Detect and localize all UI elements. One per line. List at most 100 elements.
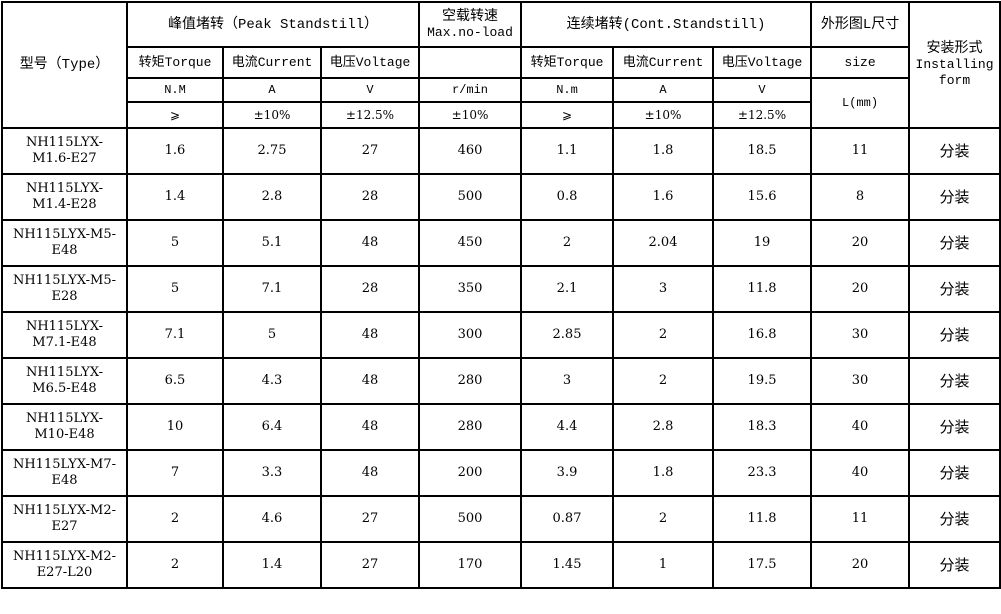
cell-peak-current: 4.6: [222, 495, 322, 543]
cell-cont-current: 1.8: [612, 449, 715, 497]
model-type1: NH115LYX-: [25, 135, 104, 150]
cell-peak-torque: 5: [126, 219, 224, 267]
cell-speed: 170: [418, 541, 523, 589]
model-type2: M10-E48: [34, 427, 95, 442]
cell-size: 40: [810, 403, 911, 451]
cell-cont-voltage: 19: [712, 219, 813, 267]
table-row: NH115LYX- M6.5-E48 6.5 4.3 48 280 3 2 19.5 30 分装: [1, 357, 1001, 405]
cell-cont-torque: 0.8: [520, 173, 615, 221]
cell-speed: 200: [418, 449, 523, 497]
cell-peak-current: 5: [222, 311, 322, 359]
cell-speed: 300: [418, 311, 523, 359]
model-type2: E28: [51, 289, 78, 304]
header-cont-voltage: 电压Voltage: [712, 46, 813, 79]
header-install-cn: 安装形式: [926, 41, 983, 57]
cell-cont-torque: 2.85: [520, 311, 615, 359]
cell-install: 分装: [908, 449, 1001, 497]
cell-install: 分装: [908, 127, 1001, 175]
model-type1: NH115LYX-M5-: [12, 227, 117, 242]
cell-size: 30: [810, 311, 911, 359]
cell-peak-voltage: 27: [319, 127, 421, 175]
cell-cont-current: 2: [612, 495, 715, 543]
tol-cont-torque: ⩾: [520, 101, 615, 129]
cell-peak-current: 2.75: [222, 127, 322, 175]
cell-size: 11: [810, 495, 911, 543]
cell-size: 20: [810, 541, 911, 589]
header-size: size: [810, 46, 911, 79]
cell-speed: 500: [418, 173, 523, 221]
unit-speed: r/min: [418, 77, 523, 103]
cell-peak-current: 3.3: [222, 449, 322, 497]
cell-peak-torque: 10: [126, 403, 224, 451]
cell-peak-torque: 2: [126, 541, 224, 589]
model-type2: E48: [51, 473, 78, 488]
cell-peak-voltage: 48: [319, 449, 421, 497]
cell-speed: 280: [418, 403, 523, 451]
cell-peak-voltage: 28: [319, 265, 421, 313]
cell-peak-current: 4.3: [222, 357, 322, 405]
unit-cont-torque: N.m: [520, 77, 615, 103]
cell-cont-torque: 4.4: [520, 403, 615, 451]
model-type1: NH115LYX-M7-: [12, 457, 117, 472]
model-type2: E48: [51, 243, 78, 258]
cell-size: 20: [810, 219, 911, 267]
unit-peak-current: A: [222, 77, 322, 103]
tol-peak-voltage: ±12.5%: [319, 101, 421, 129]
table-row: NH115LYX-M2- E27-L20 2 1.4 27 170 1.45 1 17.5 20 分…: [1, 541, 1001, 589]
header-cont-torque: 转矩Torque: [520, 46, 615, 79]
cell-peak-torque: 1.6: [126, 127, 224, 175]
model-type2: E27-L20: [36, 565, 93, 580]
model-type1: NH115LYX-: [25, 181, 104, 196]
cell-install: 分装: [908, 541, 1001, 589]
cell-cont-voltage: 15.6: [712, 173, 813, 221]
cell-cont-current: 3: [612, 265, 715, 313]
cell-type: NH115LYX-M5- E48: [1, 219, 128, 267]
cell-speed: 280: [418, 357, 523, 405]
cell-cont-current: 1.8: [612, 127, 715, 175]
unit-peak-torque: N.M: [126, 77, 224, 103]
table-row: NH115LYX-M7- E48 7 3.3 48 200 3.9 1.8 23.3 40 分装: [1, 449, 1001, 497]
cell-install: 分装: [908, 495, 1001, 543]
cell-type: NH115LYX- M7.1-E48: [1, 311, 128, 359]
header-size-cn: 外形图L尺寸: [810, 1, 911, 48]
header-installing-form: 安装形式 Installing form: [908, 1, 1001, 129]
model-type1: NH115LYX-: [25, 411, 104, 426]
cell-size: 20: [810, 265, 911, 313]
cell-peak-torque: 5: [126, 265, 224, 313]
cell-size: 30: [810, 357, 911, 405]
cell-peak-voltage: 48: [319, 357, 421, 405]
cell-cont-voltage: 17.5: [712, 541, 813, 589]
cell-peak-torque: 6.5: [126, 357, 224, 405]
header-cont-current: 电流Current: [612, 46, 715, 79]
cell-type: NH115LYX-M5- E28: [1, 265, 128, 313]
model-type1: NH115LYX-M5-: [12, 273, 117, 288]
cell-peak-voltage: 27: [319, 495, 421, 543]
cell-cont-torque: 2.1: [520, 265, 615, 313]
cell-peak-current: 7.1: [222, 265, 322, 313]
cell-peak-voltage: 27: [319, 541, 421, 589]
cell-cont-voltage: 23.3: [712, 449, 813, 497]
model-type2: M1.6-E27: [32, 151, 97, 166]
cell-speed: 500: [418, 495, 523, 543]
cell-type: NH115LYX-M7- E48: [1, 449, 128, 497]
header-no-load-speed: 空载转速 Max.no-load: [418, 1, 523, 48]
cell-cont-current: 2.04: [612, 219, 715, 267]
table-row: NH115LYX-M5- E28 5 7.1 28 350 2.1 3 11.8 20 分装: [1, 265, 1001, 313]
cell-peak-voltage: 48: [319, 219, 421, 267]
cell-peak-current: 1.4: [222, 541, 322, 589]
cell-type: NH115LYX- M6.5-E48: [1, 357, 128, 405]
cell-cont-voltage: 18.5: [712, 127, 813, 175]
table-row: NH115LYX- M7.1-E48 7.1 5 48 300 2.85 2 16.8 30 分装: [1, 311, 1001, 359]
cell-install: 分装: [908, 357, 1001, 405]
table-row: NH115LYX- M1.6-E27 1.6 2.75 27 460 1.1 1.8 18.5 1…: [1, 127, 1001, 175]
cell-peak-current: 6.4: [222, 403, 322, 451]
tol-speed: ±10%: [418, 101, 523, 129]
tol-peak-torque: ⩾: [126, 101, 224, 129]
cell-install: 分装: [908, 173, 1001, 221]
cell-install: 分装: [908, 311, 1001, 359]
header-peak-current: 电流Current: [222, 46, 322, 79]
header-peak-torque: 转矩Torque: [126, 46, 224, 79]
model-type2: M6.5-E48: [32, 381, 97, 396]
cell-cont-torque: 3.9: [520, 449, 615, 497]
tol-peak-current: ±10%: [222, 101, 322, 129]
